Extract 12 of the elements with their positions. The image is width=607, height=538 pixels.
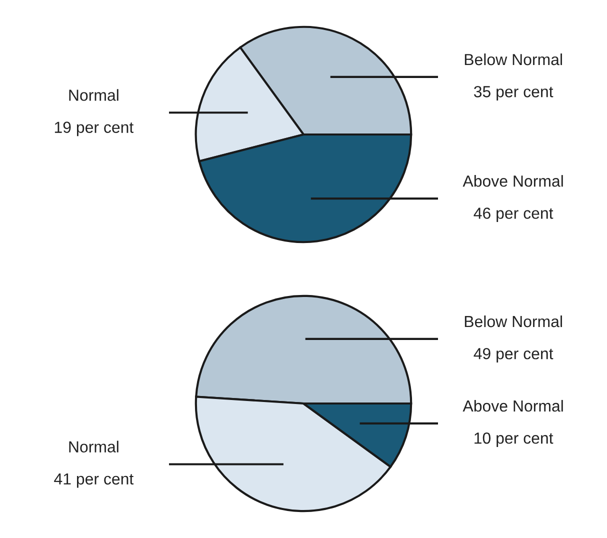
data-label: 41 per cent	[54, 473, 134, 488]
slice-label: Below Normal	[464, 53, 562, 66]
slice-label: Above Normal	[462, 400, 563, 412]
data-label: 49 per cent	[474, 348, 554, 362]
data-label: 10 per cent	[474, 432, 554, 447]
data-label: 19 per cent	[54, 122, 134, 136]
slice-label: Normal	[69, 440, 118, 452]
data-label: 35 per cent	[474, 86, 554, 100]
data-label: 46 per cent	[474, 208, 554, 222]
slice-label: Above Normal	[462, 175, 563, 187]
slice-label: Below Normal	[464, 315, 562, 328]
slice-label: Normal	[69, 89, 118, 101]
